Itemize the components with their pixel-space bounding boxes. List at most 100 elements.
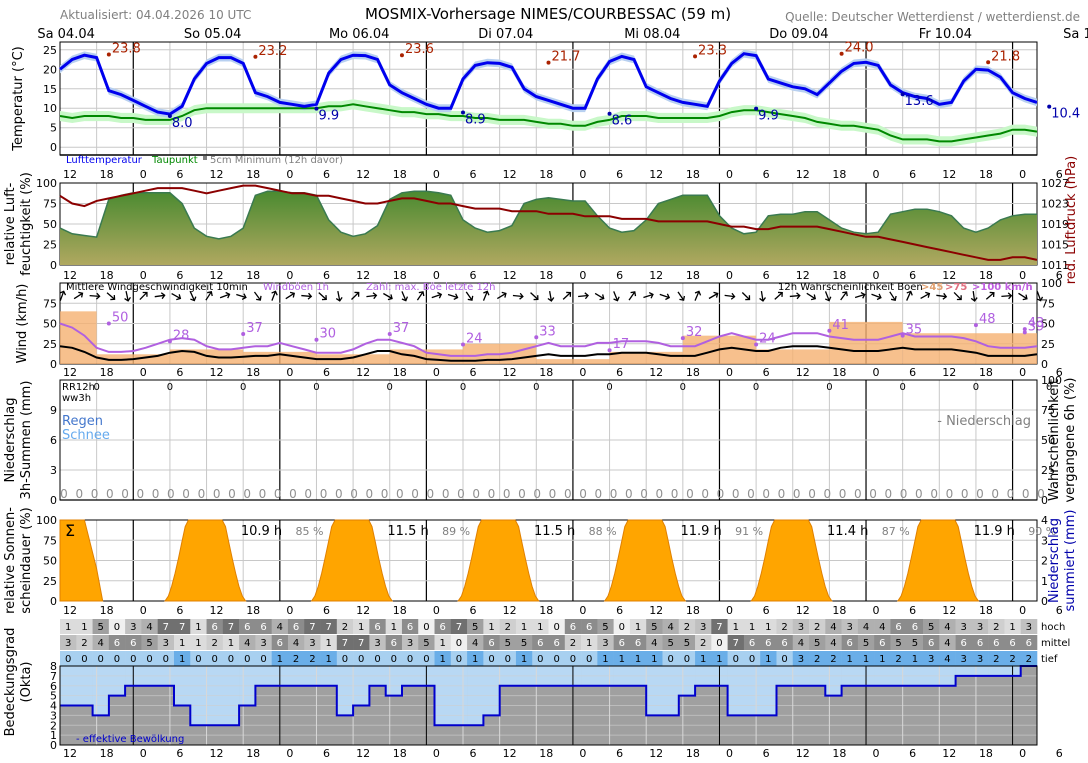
cloud-value-tief: 0 [391,654,397,665]
cloud-value-tief: 1 [602,654,608,665]
cloud-cell-tief [646,651,663,666]
cloud-ytick: 4 [50,700,57,713]
arrow-head [78,291,84,298]
gust-max-label: 37 [246,321,263,336]
ww3h-value: 0 [503,487,511,501]
sunshine-panel-ytick: 50 [43,555,57,568]
arrow-shaft [253,291,261,301]
arrow-shaft [936,294,947,298]
ww3h-value: 0 [594,487,602,501]
precipitation-panel-ytick-right: 50 [1041,434,1055,447]
cloud-cell-hoch [401,619,419,634]
hour-tick-label: 18 [832,604,846,617]
ww3h-value: 0 [457,487,465,501]
hour-tick-label: 18 [539,168,553,181]
sunshine-panel-ytick-right: 3 [1041,534,1048,547]
cloud-value-tief: 0 [423,654,429,665]
arrow-shaft [366,294,377,298]
cloud-value-mittel: 3 [374,638,380,649]
cloud-cell-hoch [255,619,272,634]
ww3h-value: 0 [274,487,282,501]
cloud-value-hoch: 6 [570,622,576,633]
ww3h-value: 0 [396,487,404,501]
cloud-cell-tief [988,651,1005,666]
cloud-value-tief: 0 [553,654,559,665]
arrow-head [335,297,343,302]
wind-direction-arrow [335,290,343,302]
sunshine-ylabel-1: relative Sonnen- [3,507,18,614]
legend-5cm-minimum: 5cm Minimum (12h davor) [210,155,343,166]
wind-direction-arrow [482,290,490,301]
gust-max-dot [900,333,905,338]
hour-tick-label: 18 [393,168,407,181]
arrow-head [842,291,848,297]
cloud-value-mittel: 3 [260,638,266,649]
ww3h-value: 0 [335,487,343,501]
gust-probability-bar [316,354,390,364]
sunshine-panel-ytick: 75 [43,534,57,547]
hour-tick-label: 12 [942,604,956,617]
cloud-ytick: 1 [50,729,57,742]
hour-tick-label: 18 [100,604,114,617]
cloud-cell-mittel [743,635,761,650]
hour-tick-label: 18 [393,604,407,617]
arrow-shaft [351,292,360,300]
arrow-head [1036,296,1044,302]
cloud-value-tief: 0 [98,654,104,665]
cloud-cell-hoch [418,619,435,634]
wind-direction-arrow [1036,291,1044,302]
cloud-value-tief: 0 [195,654,201,665]
arrow-shaft [125,290,129,302]
cloud-cell-hoch [629,619,647,634]
min-temp-label: 13.6 [905,94,934,109]
cloud-value-mittel: 1 [325,638,331,649]
hour-tick-label: 12 [63,747,77,760]
ww3h-value: 0 [350,487,358,501]
cloud-cell-mittel [141,635,158,650]
ww3h-value: 0 [259,487,267,501]
cloud-cell-mittel [906,635,924,650]
arrow-head [796,292,801,300]
hour-tick-label: 6 [176,269,183,282]
arrow-shaft [594,292,605,300]
arrow-shaft [482,291,488,301]
cloud-cell-mittel [548,635,566,650]
arrow-shaft [724,294,735,298]
cloud-value-hoch: 1 [488,622,494,633]
cloud-value-hoch: 6 [895,622,901,633]
cloud-cell-hoch [695,619,712,634]
gust-max-dot [827,328,832,333]
cloud-value-mittel: 3 [602,638,608,649]
gust-max-dot [607,348,612,353]
cloud-cell-hoch [971,619,989,634]
arrow-shaft [301,294,312,298]
arrow-head [160,292,166,300]
arrow-head [501,291,507,298]
cloud-value-mittel: 6 [977,638,983,649]
cloud-value-hoch: 2 [684,622,690,633]
arrow-head [648,291,654,299]
arrow-shaft [548,290,553,302]
cloud-cell-tief [271,651,289,666]
rr12h-value: 0 [973,382,979,393]
gust-max-dot [167,339,172,344]
ww3h-value: 0 [823,487,831,501]
cloud-cell-mittel [287,635,305,650]
ww3h-value: 0 [1037,487,1045,501]
cloud-value-hoch: 6 [260,622,266,633]
cloud-value-hoch: 1 [391,622,397,633]
temperature-panel-ytick: 20 [43,63,57,76]
gust-max-dot [680,336,685,341]
hour-tick-label: 6 [616,269,623,282]
legend-gust-probability: 12h Wahrscheinlichkeit Böen [778,282,923,293]
arrow-shaft [337,290,341,302]
cloud-cell-mittel [532,635,549,650]
cloud-value-tief: 0 [667,654,673,665]
wind-direction-arrow [285,291,296,300]
max-temp-dot [546,60,551,65]
hour-tick-label: 6 [909,366,916,379]
arrow-head [925,291,931,298]
cloud-cell-mittel [727,635,745,650]
hour-tick-label: 0 [726,366,733,379]
ww3h-value: 0 [747,487,755,501]
